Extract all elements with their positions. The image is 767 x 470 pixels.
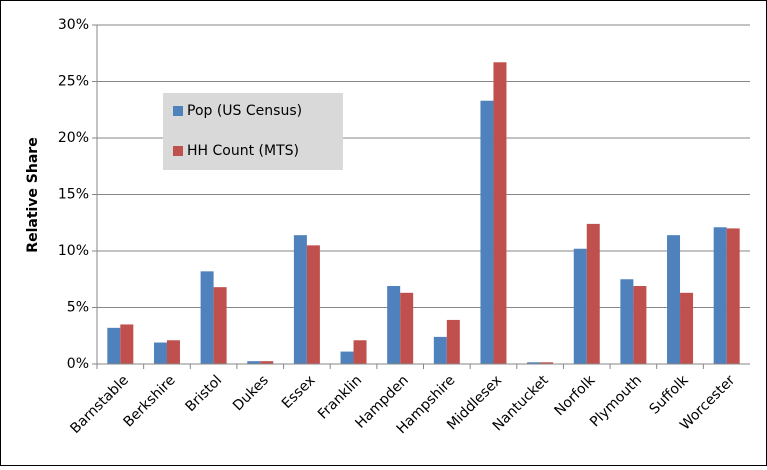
legend-label: HH Count (MTS) xyxy=(187,143,299,159)
bar xyxy=(387,286,401,364)
bar xyxy=(107,327,121,364)
bar xyxy=(713,227,727,364)
bar xyxy=(633,286,647,364)
y-tick-label: 20% xyxy=(58,130,89,146)
bar xyxy=(493,62,507,364)
bar xyxy=(293,235,307,364)
y-tick-label: 0% xyxy=(67,356,89,372)
bar xyxy=(667,235,681,364)
bar xyxy=(153,342,167,364)
legend-swatch xyxy=(173,106,183,116)
bar xyxy=(446,319,460,364)
y-axis-label: Relative Share xyxy=(25,137,41,252)
bar xyxy=(166,340,180,364)
bar xyxy=(433,336,447,364)
bar xyxy=(340,351,354,364)
y-tick-label: 25% xyxy=(58,74,89,90)
y-tick-label: 30% xyxy=(58,17,89,33)
bar xyxy=(353,340,367,364)
y-tick-label: 15% xyxy=(58,187,89,203)
legend-box xyxy=(163,93,343,170)
bar xyxy=(586,223,600,364)
bar xyxy=(480,100,494,365)
bar xyxy=(400,292,414,364)
bar xyxy=(540,362,554,364)
bar xyxy=(620,279,634,364)
bar xyxy=(247,361,261,364)
bar xyxy=(260,361,274,364)
y-tick-label: 5% xyxy=(67,300,89,316)
y-tick-label: 10% xyxy=(58,243,89,259)
bar xyxy=(213,287,227,364)
bar xyxy=(726,228,740,364)
bar xyxy=(527,362,541,364)
bar xyxy=(680,292,694,364)
legend-swatch xyxy=(173,146,183,156)
bar xyxy=(200,271,214,364)
legend-label: Pop (US Census) xyxy=(187,103,302,119)
bar xyxy=(120,324,134,364)
bar xyxy=(306,245,320,364)
bar xyxy=(573,248,587,364)
